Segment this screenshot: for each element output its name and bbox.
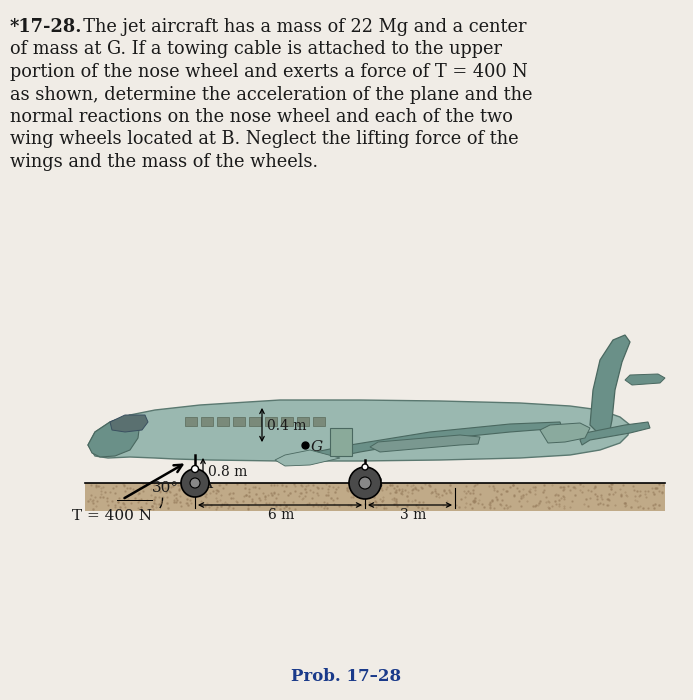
Text: 6 m: 6 m xyxy=(268,508,295,522)
Text: A: A xyxy=(201,477,212,491)
Text: 30°: 30° xyxy=(152,482,179,496)
Bar xyxy=(330,428,352,456)
Circle shape xyxy=(362,464,368,470)
Circle shape xyxy=(349,467,381,499)
Polygon shape xyxy=(275,450,340,466)
Polygon shape xyxy=(370,435,480,452)
Text: 3 m: 3 m xyxy=(400,508,426,522)
Text: portion of the nose wheel and exerts a force of T = 400 N: portion of the nose wheel and exerts a f… xyxy=(10,63,528,81)
Polygon shape xyxy=(590,335,630,435)
Text: 0.8 m: 0.8 m xyxy=(208,465,247,479)
Polygon shape xyxy=(110,415,148,432)
Circle shape xyxy=(359,477,371,489)
Bar xyxy=(249,417,261,426)
Bar xyxy=(185,417,197,426)
Bar xyxy=(281,417,293,426)
Circle shape xyxy=(181,469,209,497)
Polygon shape xyxy=(540,423,590,443)
Text: wings and the mass of the wheels.: wings and the mass of the wheels. xyxy=(10,153,318,171)
Text: 0.4 m: 0.4 m xyxy=(267,419,306,433)
Bar xyxy=(233,417,245,426)
Polygon shape xyxy=(280,422,562,465)
Polygon shape xyxy=(88,415,140,457)
Polygon shape xyxy=(88,400,630,461)
Text: as shown, determine the acceleration of the plane and the: as shown, determine the acceleration of … xyxy=(10,85,532,104)
Polygon shape xyxy=(625,374,665,385)
Text: The jet aircraft has a mass of 22 Mg and a center: The jet aircraft has a mass of 22 Mg and… xyxy=(72,18,527,36)
Text: B: B xyxy=(371,477,382,491)
Bar xyxy=(265,417,277,426)
Circle shape xyxy=(191,466,198,472)
Bar xyxy=(313,417,325,426)
Text: *17-28.: *17-28. xyxy=(10,18,82,36)
Text: T = 400 N: T = 400 N xyxy=(72,510,152,524)
Text: normal reactions on the nose wheel and each of the two: normal reactions on the nose wheel and e… xyxy=(10,108,513,126)
Bar xyxy=(85,483,665,511)
Bar xyxy=(201,417,213,426)
Bar xyxy=(217,417,229,426)
Text: wing wheels located at B. Neglect the lifting force of the: wing wheels located at B. Neglect the li… xyxy=(10,130,518,148)
Text: Prob. 17–28: Prob. 17–28 xyxy=(291,668,401,685)
Circle shape xyxy=(190,478,200,488)
Text: G: G xyxy=(311,440,323,454)
Bar xyxy=(297,417,309,426)
Text: of mass at G. If a towing cable is attached to the upper: of mass at G. If a towing cable is attac… xyxy=(10,41,502,59)
Polygon shape xyxy=(580,422,650,445)
